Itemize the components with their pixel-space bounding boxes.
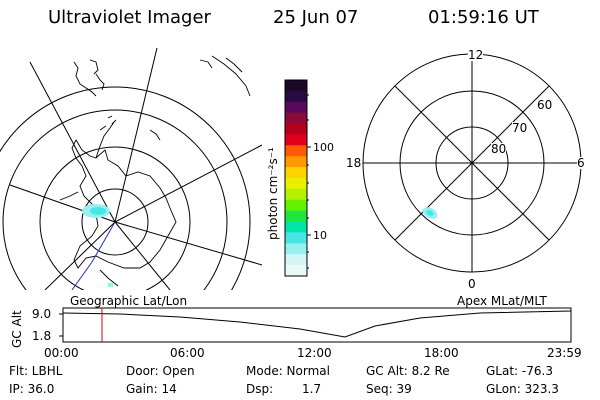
timeline-xtick-0600: 06:00 xyxy=(170,346,205,360)
magnetic-polar-plot xyxy=(362,53,582,273)
timeline-ylabel: GC Alt xyxy=(10,310,24,348)
timeline-ytick-9: 9.0 xyxy=(32,307,52,321)
time-label: 01:59:16 UT xyxy=(428,7,539,28)
ground-track xyxy=(71,221,116,290)
mlt-label-12: 12 xyxy=(468,48,484,62)
status-seq: Seq: 39 xyxy=(366,382,412,396)
lat-label-70: 70 xyxy=(512,121,528,135)
status-glon: GLon: 323.3 xyxy=(486,382,559,396)
timeline-xtick-1200: 12:00 xyxy=(297,346,332,360)
colorbar-band xyxy=(285,254,307,266)
status-dsp-value: 1.7 xyxy=(302,382,322,396)
instrument-title: Ultraviolet Imager xyxy=(48,7,211,28)
status-glat: GLat: -76.3 xyxy=(486,364,553,378)
latitude-circles xyxy=(0,86,251,290)
coastlines xyxy=(59,55,251,287)
colorbar-unit-label: photon cm⁻²s⁻¹ xyxy=(266,147,280,240)
colorbar-band xyxy=(285,156,307,168)
status-gain: Gain: 14 xyxy=(126,382,177,396)
colorbar-band xyxy=(285,188,307,201)
colorbar-band xyxy=(285,167,307,179)
status-ip: IP: 36.0 xyxy=(9,382,55,396)
mlt-label-18: 18 xyxy=(346,156,362,170)
timeline-xtick-1800: 18:00 xyxy=(424,346,459,360)
timeline-xtick-0000: 00:00 xyxy=(44,346,79,360)
colorbar-band xyxy=(285,123,307,136)
left-panel-caption: Geographic Lat/Lon xyxy=(70,294,188,308)
timeline-xtick-2359: 23:59 xyxy=(547,346,582,360)
right-panel-caption: Apex MLat/MLT xyxy=(457,294,547,308)
colorbar-band xyxy=(285,134,307,146)
colorbar-band xyxy=(285,199,307,212)
mlt-label-6: 6 xyxy=(577,156,585,170)
timeline-ytick-1-8: 1.8 xyxy=(32,329,52,343)
colorbar-band xyxy=(285,243,307,255)
status-mode: Mode: Normal xyxy=(246,364,330,378)
status-gcalt: GC Alt: 8.2 Re xyxy=(366,364,450,378)
lat-label-60: 60 xyxy=(537,98,553,112)
colorbar-band xyxy=(285,221,307,234)
colorbar-band xyxy=(285,101,307,114)
colorbar-band xyxy=(285,112,307,125)
colorbar-tick-10: 10 xyxy=(313,229,327,242)
colorbar-band xyxy=(285,210,307,223)
date-label: 25 Jun 07 xyxy=(273,7,359,28)
status-door: Door: Open xyxy=(126,364,195,378)
colorbar-band xyxy=(285,178,307,190)
colorbar xyxy=(284,79,311,277)
geographic-map xyxy=(0,47,262,290)
mlt-label-0: 0 xyxy=(468,277,476,291)
colorbar-tick-100: 100 xyxy=(313,141,334,154)
colorbar-band xyxy=(285,145,307,157)
colorbar-band xyxy=(285,232,307,244)
colorbar-band xyxy=(285,90,307,103)
status-dsp-label: Dsp: xyxy=(246,382,274,396)
lat-label-80: 80 xyxy=(491,142,507,156)
colorbar-band xyxy=(285,80,307,92)
aurora-emission-left xyxy=(82,204,113,287)
altitude-timeline xyxy=(59,307,572,343)
longitude-lines xyxy=(9,47,262,290)
colorbar-band xyxy=(285,265,307,277)
status-flt: Flt: LBHL xyxy=(9,364,63,378)
